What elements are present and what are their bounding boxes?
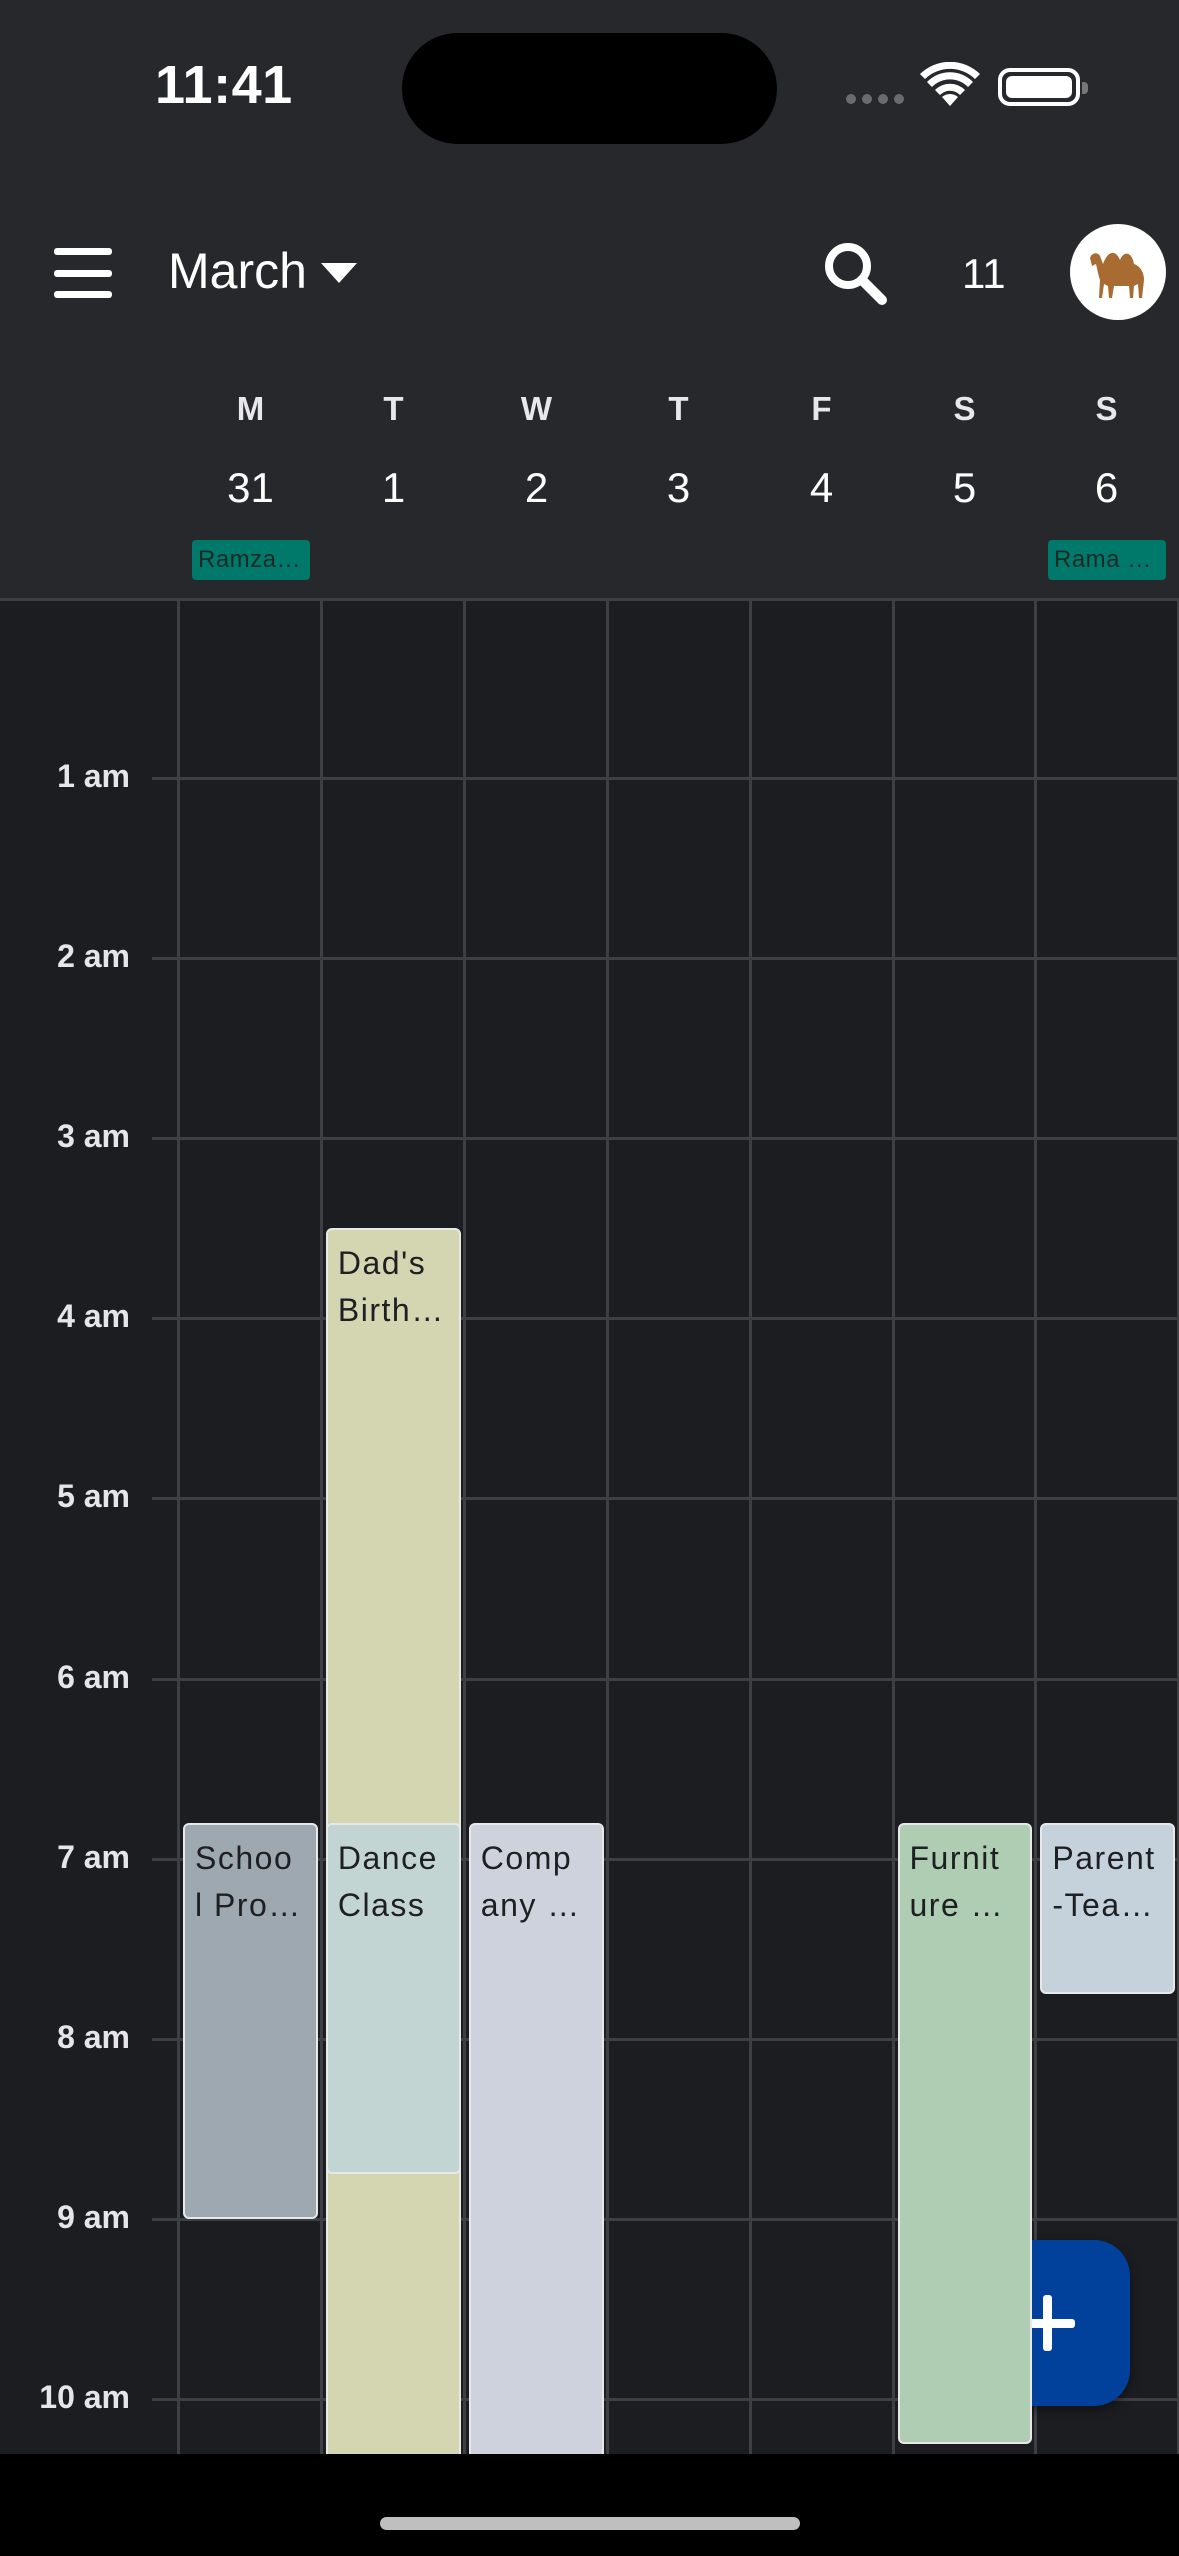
hour-label: 10 am <box>39 2378 130 2415</box>
hour-label: 5 am <box>57 1478 130 1515</box>
event-block[interactable]: Comp any … <box>468 1822 604 2454</box>
day-header-thu[interactable]: T 3 <box>607 390 750 512</box>
week-grid[interactable]: 1 am 2 am 3 am 4 am 5 am 6 am 7 am 8 am 9 am 10 a… <box>0 598 1179 2454</box>
day-date: 2 <box>524 464 549 511</box>
hour-line <box>152 777 1179 780</box>
day-header-fri[interactable]: F 4 <box>750 390 893 512</box>
hour-line <box>152 2397 1179 2401</box>
day-date: 1 <box>381 464 406 511</box>
event-title: Furnit ure … <box>909 1839 1005 1923</box>
bottom-safe-area <box>0 2454 1179 2556</box>
event-title: Dad's Birth… <box>337 1245 445 1329</box>
hour-label: 6 am <box>57 1658 130 1695</box>
day-date: 3 <box>666 464 691 511</box>
day-date: 4 <box>809 464 834 511</box>
event-block[interactable]: Furnit ure … <box>897 1822 1033 2445</box>
day-header-wed[interactable]: W 2 <box>465 390 608 512</box>
day-letter: T <box>383 390 404 427</box>
home-indicator <box>380 2517 800 2530</box>
hour-line <box>152 1497 1179 1501</box>
day-letter: T <box>668 390 689 427</box>
event-block[interactable]: Parent -Tea… <box>1040 1822 1176 1994</box>
column-divider <box>605 598 609 2454</box>
hour-label: 1 am <box>57 758 130 794</box>
hour-label: 4 am <box>57 1298 130 1335</box>
wifi-icon <box>920 62 980 106</box>
day-header-tue[interactable]: T 1 <box>322 390 465 512</box>
day-letter: S <box>1095 390 1118 427</box>
event-title: Comp any … <box>480 1839 581 1923</box>
avatar[interactable] <box>1070 224 1166 320</box>
camel-icon <box>1090 252 1144 298</box>
dynamic-island <box>402 33 777 144</box>
column-divider <box>1034 598 1038 2454</box>
day-letter: F <box>811 390 832 427</box>
month-label: March <box>168 243 307 299</box>
menu-button[interactable] <box>54 248 112 298</box>
day-header-sun[interactable]: S 6 <box>1035 390 1178 512</box>
all-day-event[interactable]: Ramza… <box>192 540 310 580</box>
battery-icon <box>998 68 1088 106</box>
event-title: Dance Class <box>337 1839 438 1923</box>
top-bar: 11:41 March 11 M 31 T 1 W 2 T 3 F 4 <box>0 0 1179 598</box>
hour-label: 9 am <box>57 2198 130 2235</box>
column-divider <box>748 598 752 2454</box>
hour-line <box>152 957 1179 961</box>
hour-line <box>152 1677 1179 1681</box>
hour-label: 3 am <box>57 1118 130 1155</box>
day-date: 31 <box>227 464 274 511</box>
column-divider <box>177 598 180 2454</box>
search-icon[interactable] <box>822 240 888 306</box>
day-date: 5 <box>952 464 977 511</box>
event-block[interactable]: Schoo l Pro… <box>183 1822 318 2219</box>
column-divider <box>462 598 466 2454</box>
hour-line <box>152 1857 1179 1861</box>
grid-top-line <box>0 598 1179 601</box>
column-divider <box>891 598 895 2454</box>
hour-label: 2 am <box>57 938 130 975</box>
column-divider <box>319 598 323 2454</box>
chevron-down-icon <box>320 263 357 283</box>
day-date: 6 <box>1094 464 1119 511</box>
day-header-sat[interactable]: S 5 <box>893 390 1036 512</box>
day-letter: M <box>236 390 265 427</box>
event-title: Parent -Tea… <box>1052 1839 1156 1923</box>
hour-line <box>152 2217 1179 2221</box>
event-block[interactable]: Dance Class <box>325 1822 461 2174</box>
status-time: 11:41 <box>155 55 293 115</box>
hour-line <box>152 1317 1179 1321</box>
day-letter: W <box>520 390 553 427</box>
column-divider <box>1177 598 1179 2454</box>
today-button[interactable]: 11 <box>962 250 1006 297</box>
month-selector[interactable]: March <box>168 242 357 300</box>
day-letter: S <box>953 390 976 427</box>
hour-line <box>152 1137 1179 1141</box>
event-title: Schoo l Pro… <box>195 1839 302 1923</box>
cellular-signal-icon <box>846 94 904 104</box>
hour-line <box>152 2037 1179 2041</box>
day-header-mon[interactable]: M 31 <box>179 390 322 512</box>
hour-label: 8 am <box>57 2018 130 2055</box>
all-day-event[interactable]: Rama … <box>1048 540 1166 580</box>
hour-label: 7 am <box>57 1838 130 1875</box>
